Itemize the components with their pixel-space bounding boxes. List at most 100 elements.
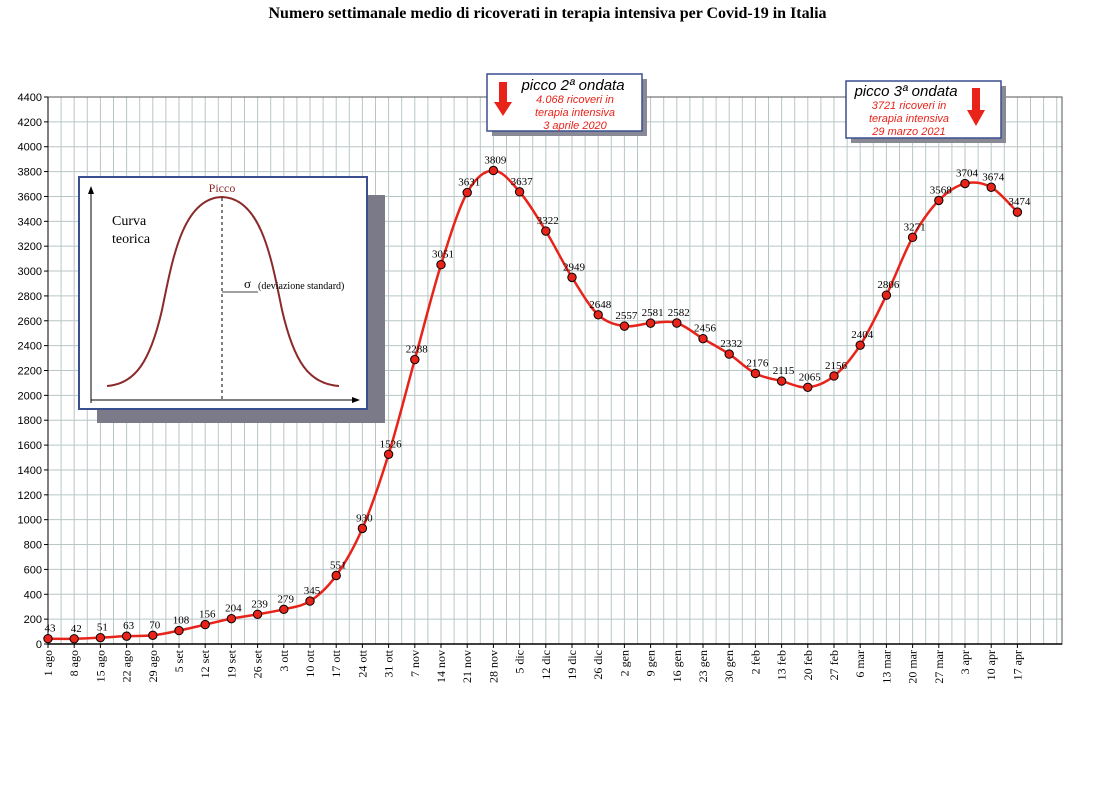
data-point — [619, 321, 630, 331]
x-tick-label: 14 nov — [434, 650, 448, 683]
y-tick-label: 2000 — [18, 390, 42, 402]
x-tick-label: 5 dic — [513, 650, 527, 674]
y-tick-label: 1200 — [18, 490, 42, 502]
data-label: 43 — [45, 623, 57, 635]
x-tick-label: 27 mar — [932, 650, 946, 684]
x-tick-label: 31 ott — [382, 649, 396, 677]
inset-x-arrow-icon — [352, 397, 360, 403]
data-label: 1526 — [380, 438, 403, 450]
x-tick-label: 23 gen — [696, 650, 710, 682]
x-tick-label: 2 feb — [748, 650, 762, 674]
inset-bell-curve — [106, 195, 340, 387]
series-line — [47, 169, 1019, 641]
data-point — [121, 631, 132, 641]
x-tick-label: 30 gen — [722, 650, 736, 682]
x-tick-label: 17 ott — [329, 649, 343, 677]
x-tick-label: 26 set — [251, 649, 265, 678]
x-axis-ticks: 1 ago 8 ago 15 ago 22 ago 29 ago 5 set 12 set 1… — [41, 644, 1024, 684]
inset-sigma-text: (deviazione standard) — [258, 281, 344, 292]
data-point — [357, 523, 368, 534]
y-tick-label: 2600 — [18, 316, 42, 328]
data-point — [776, 376, 787, 386]
data-label: 2115 — [773, 365, 795, 377]
data-point — [410, 354, 420, 365]
y-tick-label: 3400 — [18, 216, 42, 228]
data-label: 2581 — [642, 307, 664, 319]
y-tick-label: 4200 — [18, 117, 42, 129]
data-label: 70 — [149, 619, 161, 631]
y-tick-label: 3000 — [18, 266, 42, 278]
data-label: 279 — [278, 593, 295, 605]
x-tick-label: 29 ago — [146, 650, 160, 682]
annotation-peak3: picco 3ª ondata 3721 ricoveri in terapia… — [845, 80, 1006, 143]
data-label: 2404 — [851, 329, 874, 341]
x-tick-label: 3 ott — [277, 649, 291, 671]
x-tick-label: 1 ago — [41, 650, 55, 676]
data-point — [698, 333, 708, 344]
data-label: 156 — [199, 609, 216, 621]
data-point — [829, 371, 839, 381]
data-label: 3674 — [982, 171, 1005, 183]
data-point — [541, 226, 551, 236]
data-point — [750, 368, 761, 379]
y-tick-label: 1000 — [18, 515, 42, 527]
annotation-peak3-line-3: 29 marzo 2021 — [871, 126, 945, 138]
x-tick-label: 2 gen — [617, 650, 631, 676]
series-layer — [47, 169, 1019, 641]
data-point — [803, 382, 813, 392]
x-tick-label: 19 dic — [565, 650, 579, 680]
data-point — [672, 318, 682, 328]
data-point — [986, 182, 996, 192]
x-tick-label: 7 nov — [408, 650, 422, 677]
annotation-peak2-line-3: 3 aprile 2020 — [543, 120, 607, 132]
y-tick-label: 1600 — [18, 440, 42, 452]
x-tick-label: 22 ago — [120, 650, 134, 682]
y-tick-label: 4400 — [18, 92, 42, 104]
x-tick-label: 16 gen — [670, 650, 684, 682]
x-tick-label: 13 feb — [775, 650, 789, 680]
data-point — [934, 195, 944, 206]
x-tick-label: 15 ago — [93, 650, 107, 682]
annotation-peak2: picco 2ª ondata 4.068 ricoveri in terapi… — [486, 73, 647, 136]
x-tick-label: 24 ott — [355, 649, 369, 677]
annotation-peak3-arrow-icon — [967, 88, 985, 126]
data-point — [567, 272, 577, 283]
data-point — [724, 349, 734, 359]
x-tick-label: 12 set — [198, 649, 212, 678]
data-label: 108 — [173, 615, 190, 627]
x-tick-label: 28 nov — [486, 650, 500, 683]
data-label: 2456 — [694, 323, 717, 335]
data-point — [148, 630, 158, 640]
data-label: 345 — [304, 585, 321, 597]
data-point — [514, 187, 525, 197]
data-point — [462, 187, 472, 198]
data-label: 3637 — [511, 176, 534, 188]
data-point — [331, 570, 341, 581]
y-tick-label: 2200 — [18, 366, 42, 378]
y-tick-label: 800 — [24, 540, 42, 552]
data-label: 2806 — [877, 279, 900, 291]
data-label: 2557 — [615, 310, 638, 322]
data-point — [1012, 207, 1023, 217]
data-point — [881, 290, 892, 300]
annotation-peak3-title: picco 3ª ondata — [853, 83, 957, 100]
data-label: 3474 — [1008, 196, 1031, 208]
annotation-peak2-arrow-icon — [494, 82, 512, 116]
data-point — [226, 613, 237, 624]
y-tick-label: 3800 — [18, 167, 42, 179]
y-tick-label: 3600 — [18, 191, 42, 203]
data-label: 2949 — [563, 261, 586, 273]
y-tick-label: 2400 — [18, 341, 42, 353]
annotation-peak2-line-1: 4.068 ricoveri in — [536, 94, 614, 106]
theoretical-curve-inset: Picco Curva teorica σ (deviazione standa… — [78, 176, 385, 423]
annotation-peak2-title: picco 2ª ondata — [520, 77, 624, 94]
data-point — [43, 633, 53, 644]
data-label: 2288 — [406, 344, 429, 356]
x-tick-label: 17 apr — [1010, 650, 1024, 680]
x-tick-label: 20 mar — [906, 650, 920, 684]
x-tick-label: 19 set — [224, 649, 238, 678]
data-label: 2176 — [746, 357, 769, 369]
x-tick-label: 6 mar — [853, 650, 867, 678]
annotation-peak2-line-2: terapia intensiva — [535, 107, 615, 119]
data-label: 3704 — [956, 168, 979, 180]
